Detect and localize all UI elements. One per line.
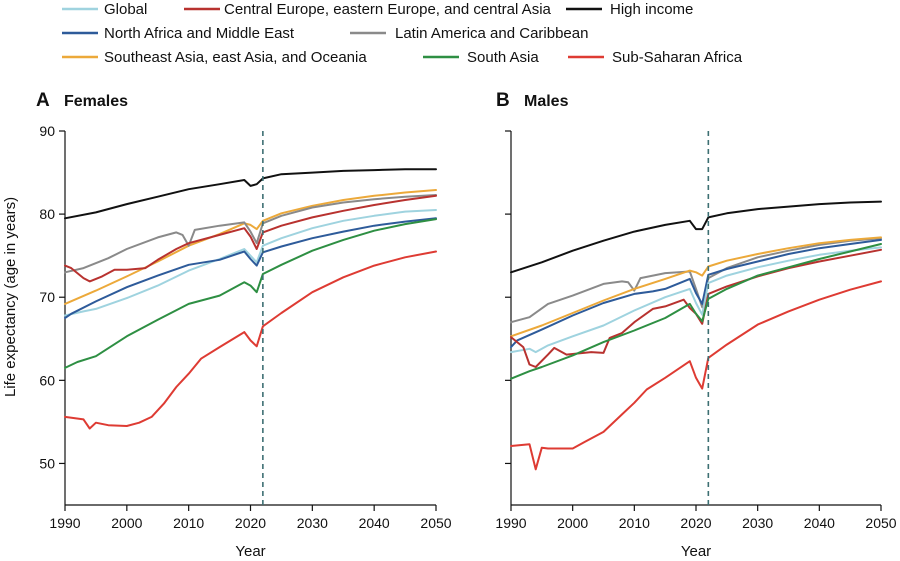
x-tick-label: 2020 xyxy=(680,515,711,531)
y-tick-label: 50 xyxy=(39,455,55,471)
legend-item-global: Global xyxy=(62,1,147,18)
series-line-sub-saharan-africa xyxy=(64,250,437,430)
legend-label: High income xyxy=(610,1,693,18)
series-line-high-income xyxy=(64,168,437,220)
series-line-north-africa-and-middle-east xyxy=(64,217,437,319)
panel-letter: B xyxy=(496,90,510,111)
y-tick-label: 90 xyxy=(39,123,55,139)
x-tick-label: 2010 xyxy=(619,515,650,531)
x-tick-label: 2000 xyxy=(111,515,142,531)
legend: Global Central Europe, eastern Europe, an… xyxy=(62,1,743,66)
series-line-global xyxy=(510,246,882,354)
x-tick-label: 2040 xyxy=(359,515,390,531)
x-tick-label: 2000 xyxy=(557,515,588,531)
panel-letter: A xyxy=(36,90,50,111)
panel-females: A Females 50 60 70 80 90 1990 2000 2010 2020 2030 20… xyxy=(36,90,452,560)
series-line-high-income xyxy=(510,200,882,274)
legend-item-central-europe-eastern-europe-and-central-asia: Central Europe, eastern Europe, and cent… xyxy=(184,1,552,18)
x-tick-label: 2030 xyxy=(297,515,328,531)
panel-title: Males xyxy=(524,93,569,110)
legend-item-high-income: High income xyxy=(566,1,693,18)
series-line-sub-saharan-africa xyxy=(510,280,882,471)
y-axis-title: Life expectancy (age in years) xyxy=(2,197,19,397)
legend-label: Southeast Asia, east Asia, and Oceania xyxy=(104,49,367,66)
y-tick-label: 60 xyxy=(39,372,55,388)
panels: A Females 50 60 70 80 90 1990 2000 2010 2020 2030 20… xyxy=(36,90,897,560)
legend-item-sub-saharan-africa: Sub-Saharan Africa xyxy=(568,49,743,66)
legend-label: North Africa and Middle East xyxy=(104,25,295,42)
y-tick-label: 70 xyxy=(39,289,55,305)
series-line-north-africa-and-middle-east xyxy=(510,238,882,349)
legend-label: Central Europe, eastern Europe, and cent… xyxy=(224,1,552,18)
series-line-south-asia xyxy=(64,218,437,369)
series-line-central-europe-eastern-europe-and-central-asia xyxy=(64,194,437,283)
series-line-latin-america-and-caribbean xyxy=(64,194,437,274)
legend-item-southeast-asia-east-asia-and-oceania: Southeast Asia, east Asia, and Oceania xyxy=(62,49,367,66)
x-tick-label: 2050 xyxy=(420,515,451,531)
x-tick-label: 1990 xyxy=(495,515,526,531)
series-line-global xyxy=(64,209,437,317)
x-tick-label: 2020 xyxy=(235,515,266,531)
legend-label: Latin America and Caribbean xyxy=(395,25,588,42)
series-line-south-asia xyxy=(510,243,882,380)
x-tick-label: 1990 xyxy=(49,515,80,531)
x-tick-label: 2010 xyxy=(173,515,204,531)
series-line-central-europe-eastern-europe-and-central-asia xyxy=(510,248,882,368)
x-tick-label: 2040 xyxy=(804,515,835,531)
x-tick-label: 2050 xyxy=(865,515,896,531)
x-tick-label: 2030 xyxy=(742,515,773,531)
panel-title: Females xyxy=(64,93,128,110)
legend-label: Sub-Saharan Africa xyxy=(612,49,743,66)
panel-males: B Males 1990 2000 2010 2020 2030 2040 2050 Year xyxy=(495,90,896,560)
x-axis-title: Year xyxy=(235,543,265,560)
x-axis-title: Year xyxy=(681,543,711,560)
series-line-southeast-asia-east-asia-and-oceania xyxy=(510,236,882,338)
legend-item-north-africa-and-middle-east: North Africa and Middle East xyxy=(62,25,295,42)
legend-label: Global xyxy=(104,1,147,18)
y-tick-label: 80 xyxy=(39,206,55,222)
legend-label: South Asia xyxy=(467,49,539,66)
legend-item-latin-america-and-caribbean: Latin America and Caribbean xyxy=(350,25,588,42)
series-line-latin-america-and-caribbean xyxy=(510,237,882,324)
legend-item-south-asia: South Asia xyxy=(423,49,539,66)
